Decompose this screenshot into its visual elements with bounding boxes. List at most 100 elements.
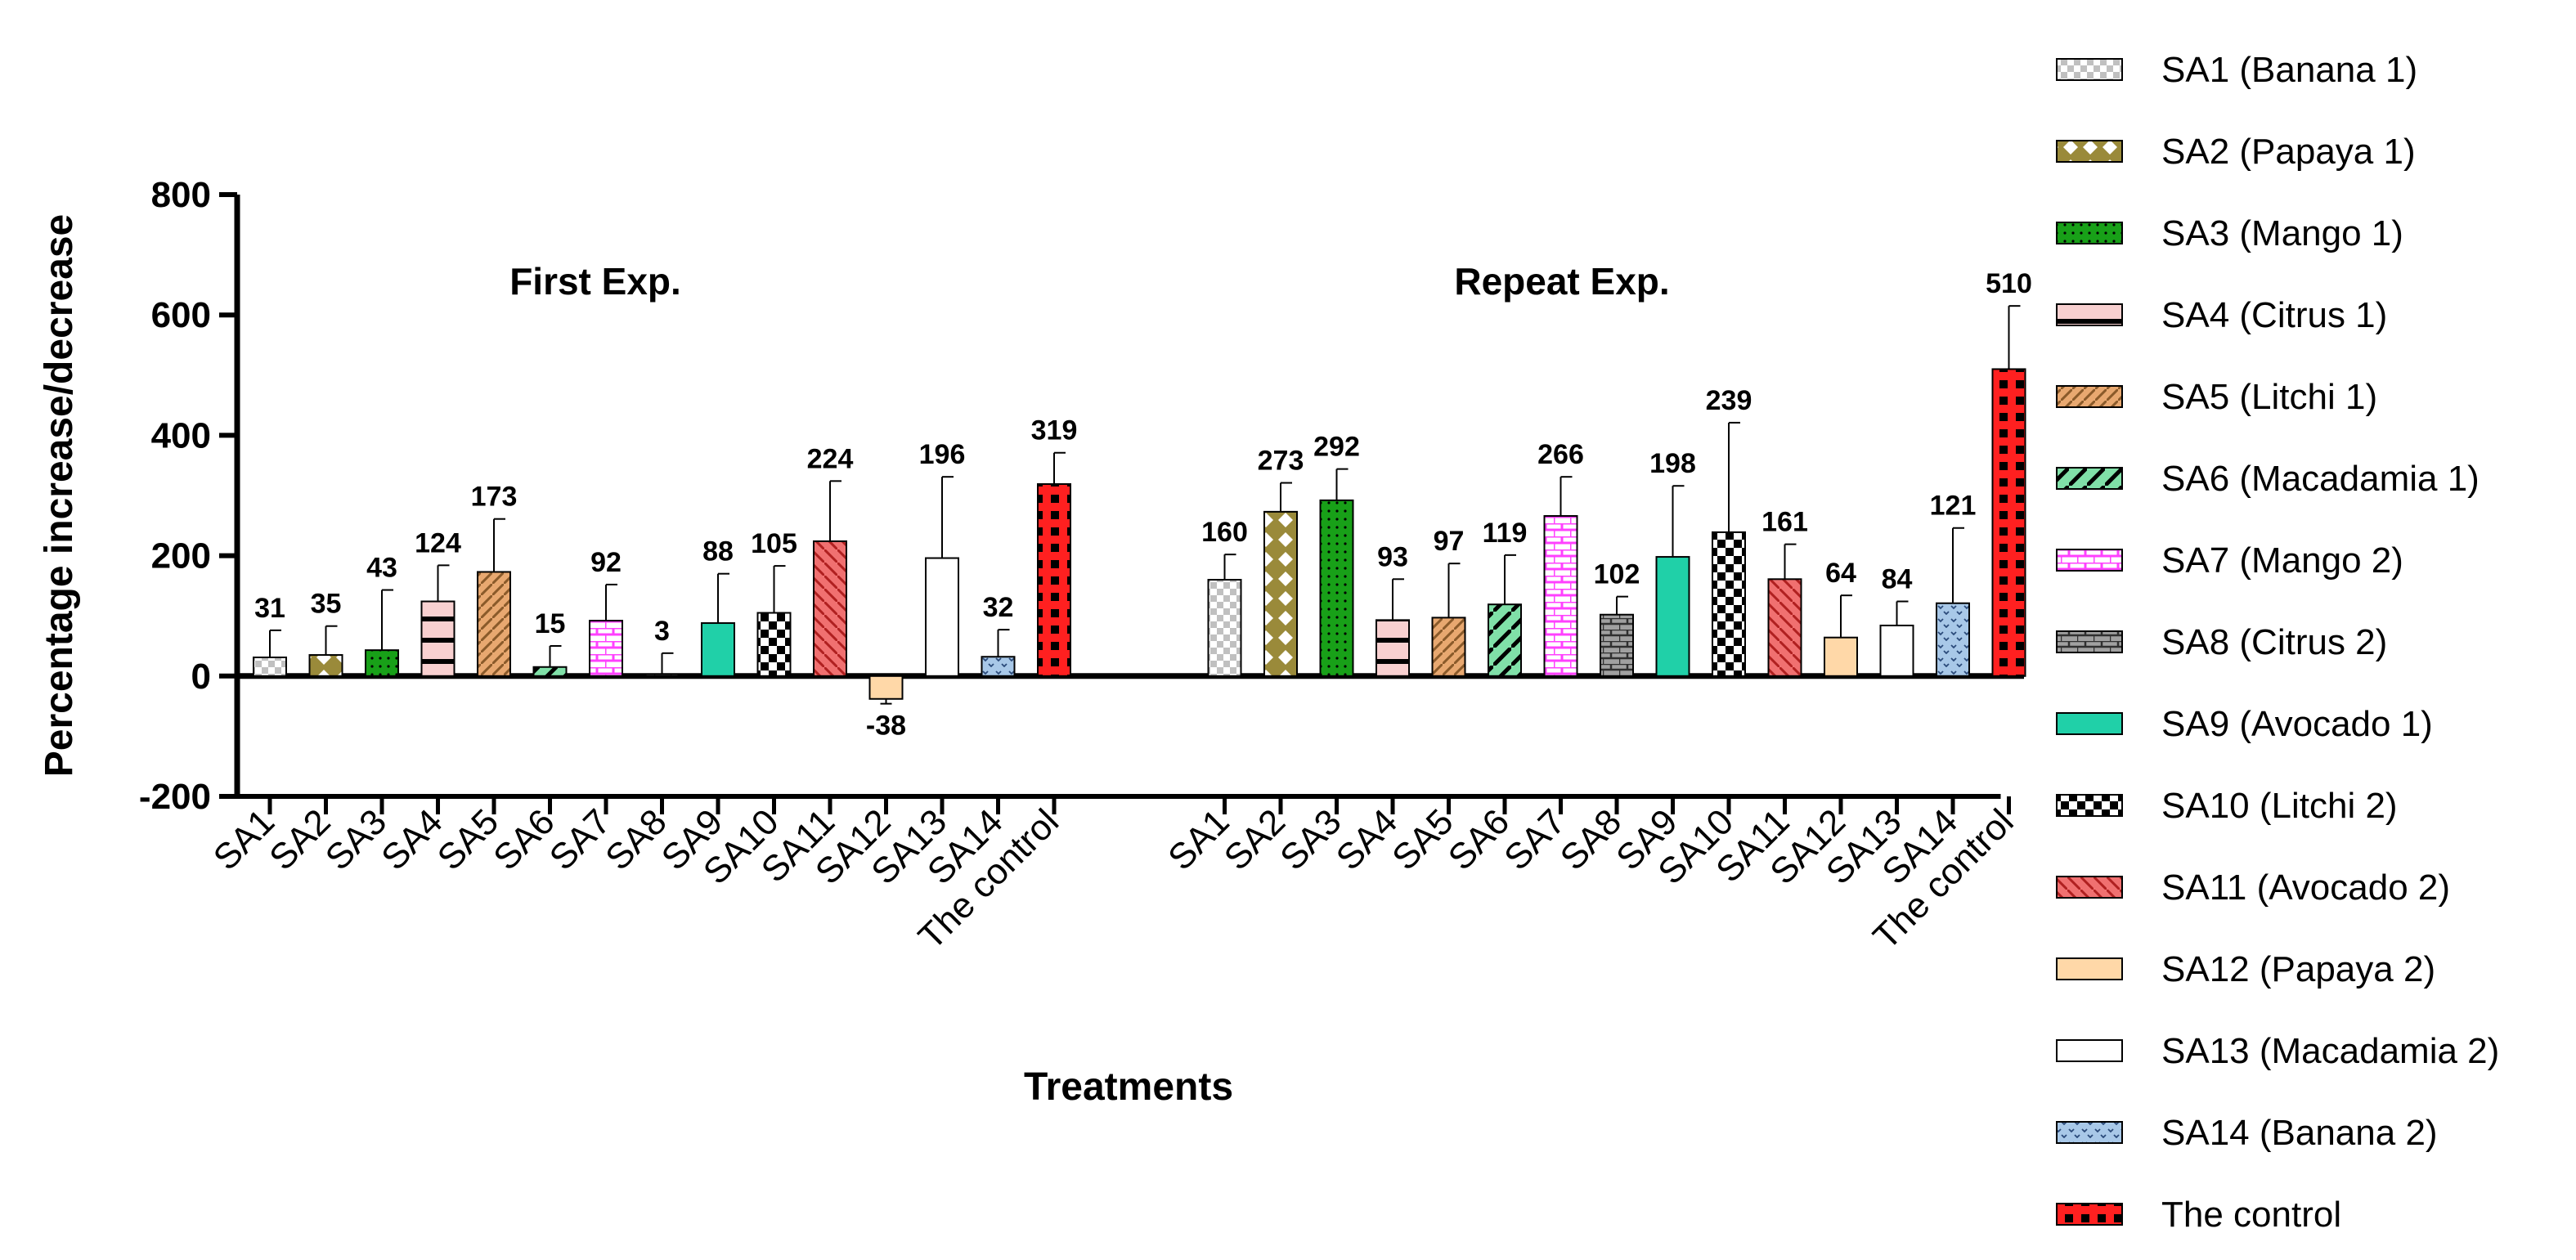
data-label: 198: [1649, 448, 1696, 479]
bar: [1712, 531, 1746, 677]
bar: [1376, 619, 1410, 677]
legend-item: SA13 (Macadamia 2): [2056, 1031, 2499, 1071]
legend-swatch: [2056, 1203, 2123, 1226]
data-label: 196: [919, 439, 966, 470]
x-axis-title: Treatments: [1024, 1065, 1233, 1109]
legend-label: SA9 (Avocado 1): [2161, 704, 2433, 744]
legend-swatch: [2056, 1039, 2123, 1062]
bar: [1263, 510, 1298, 677]
legend-label: SA4 (Citrus 1): [2161, 295, 2387, 335]
data-label: 35: [311, 589, 342, 620]
y-tick-label: -200: [139, 777, 211, 817]
bar: [868, 675, 904, 700]
data-label: 97: [1434, 526, 1465, 557]
legend-swatch: [2056, 712, 2123, 735]
bar: [925, 557, 959, 677]
bar: [981, 656, 1016, 677]
data-label: 43: [366, 553, 397, 584]
legend-item: SA12 (Papaya 2): [2056, 949, 2435, 989]
legend-label: The control: [2161, 1195, 2341, 1235]
bar: [420, 600, 456, 677]
data-label: 173: [471, 482, 518, 513]
group-label: First Exp.: [509, 260, 681, 303]
bar: [1879, 624, 1914, 677]
data-label: 105: [751, 528, 797, 559]
data-label: 273: [1258, 446, 1304, 477]
data-label: 93: [1377, 541, 1408, 572]
data-label: 224: [807, 443, 854, 474]
legend-swatch: [2056, 222, 2123, 244]
data-label: 88: [702, 536, 734, 567]
legend-swatch: [2056, 140, 2123, 163]
legend-swatch: [2056, 385, 2123, 408]
legend-item: SA3 (Mango 1): [2056, 213, 2403, 253]
legend-label: SA10 (Litchi 2): [2161, 786, 2398, 826]
bar: [701, 622, 735, 677]
data-label: 160: [1201, 517, 1248, 548]
y-tick-label: 600: [151, 295, 211, 335]
legend-item: SA11 (Avocado 2): [2056, 868, 2450, 908]
bar: [1319, 499, 1354, 677]
legend-swatch: [2056, 303, 2123, 326]
data-label: 92: [590, 547, 622, 578]
legend: SA1 (Banana 1) SA2 (Papaya 1) SA3 (Mango 1…: [2056, 50, 2499, 1235]
y-axis-title: Percentage increase/decrease: [38, 214, 81, 777]
legend-item: SA8 (Citrus 2): [2056, 622, 2387, 662]
data-label: 161: [1761, 507, 1808, 538]
data-label: 510: [1986, 268, 2032, 299]
bar: [1767, 578, 1802, 677]
bar: [1936, 602, 1970, 677]
bar: [1037, 483, 1071, 677]
legend-label: SA8 (Citrus 2): [2161, 622, 2387, 662]
legend-item: SA5 (Litchi 1): [2056, 377, 2377, 417]
data-label: 15: [535, 608, 566, 639]
legend-item: SA2 (Papaya 1): [2056, 132, 2416, 172]
legend-swatch: [2056, 794, 2123, 817]
bar: [1488, 603, 1522, 677]
legend-item: SA14 (Banana 2): [2056, 1113, 2438, 1153]
group-label: Repeat Exp.: [1454, 260, 1669, 303]
legend-item: SA7 (Mango 2): [2056, 540, 2403, 581]
legend-label: SA7 (Mango 2): [2161, 540, 2403, 581]
legend-item: SA4 (Citrus 1): [2056, 295, 2387, 335]
y-tick-label: 800: [151, 175, 211, 215]
legend-label: SA13 (Macadamia 2): [2161, 1031, 2499, 1071]
data-label: 124: [415, 527, 461, 558]
plot-area: -200020040060080031SA135SA243SA3124SA417…: [38, 175, 2032, 1109]
bar: [1824, 636, 1858, 677]
legend-swatch: [2056, 58, 2123, 81]
legend-item: SA1 (Banana 1): [2056, 50, 2417, 90]
bar: [1543, 515, 1578, 677]
bar: [532, 666, 568, 677]
legend-swatch: [2056, 549, 2123, 572]
data-label: 319: [1031, 415, 1078, 446]
bar: [477, 571, 511, 677]
data-label: 102: [1594, 559, 1640, 590]
legend-swatch: [2056, 467, 2123, 490]
legend-label: SA6 (Macadamia 1): [2161, 459, 2480, 499]
data-label: 31: [254, 593, 285, 624]
data-label: 266: [1537, 439, 1584, 470]
legend-item: SA6 (Macadamia 1): [2056, 459, 2480, 499]
legend-label: SA11 (Avocado 2): [2161, 868, 2450, 908]
bar: [253, 656, 287, 677]
y-tick-label: 200: [151, 536, 211, 576]
legend-label: SA5 (Litchi 1): [2161, 377, 2377, 417]
bar: [1207, 579, 1242, 677]
data-label: 32: [983, 592, 1014, 623]
legend-item: SA9 (Avocado 1): [2056, 704, 2433, 744]
bar: [308, 654, 343, 677]
legend-swatch: [2056, 1121, 2123, 1144]
legend-label: SA12 (Papaya 2): [2161, 949, 2435, 989]
y-tick-label: 400: [151, 415, 211, 455]
legend-label: SA3 (Mango 1): [2161, 213, 2403, 253]
legend-label: SA14 (Banana 2): [2161, 1113, 2438, 1153]
data-label: -38: [866, 711, 906, 742]
data-label: 239: [1706, 385, 1752, 416]
bar: [1600, 613, 1634, 677]
data-label: 121: [1930, 491, 1977, 522]
legend-item: The control: [2056, 1195, 2341, 1235]
legend-label: SA1 (Banana 1): [2161, 50, 2417, 90]
bar: [1991, 368, 2026, 677]
